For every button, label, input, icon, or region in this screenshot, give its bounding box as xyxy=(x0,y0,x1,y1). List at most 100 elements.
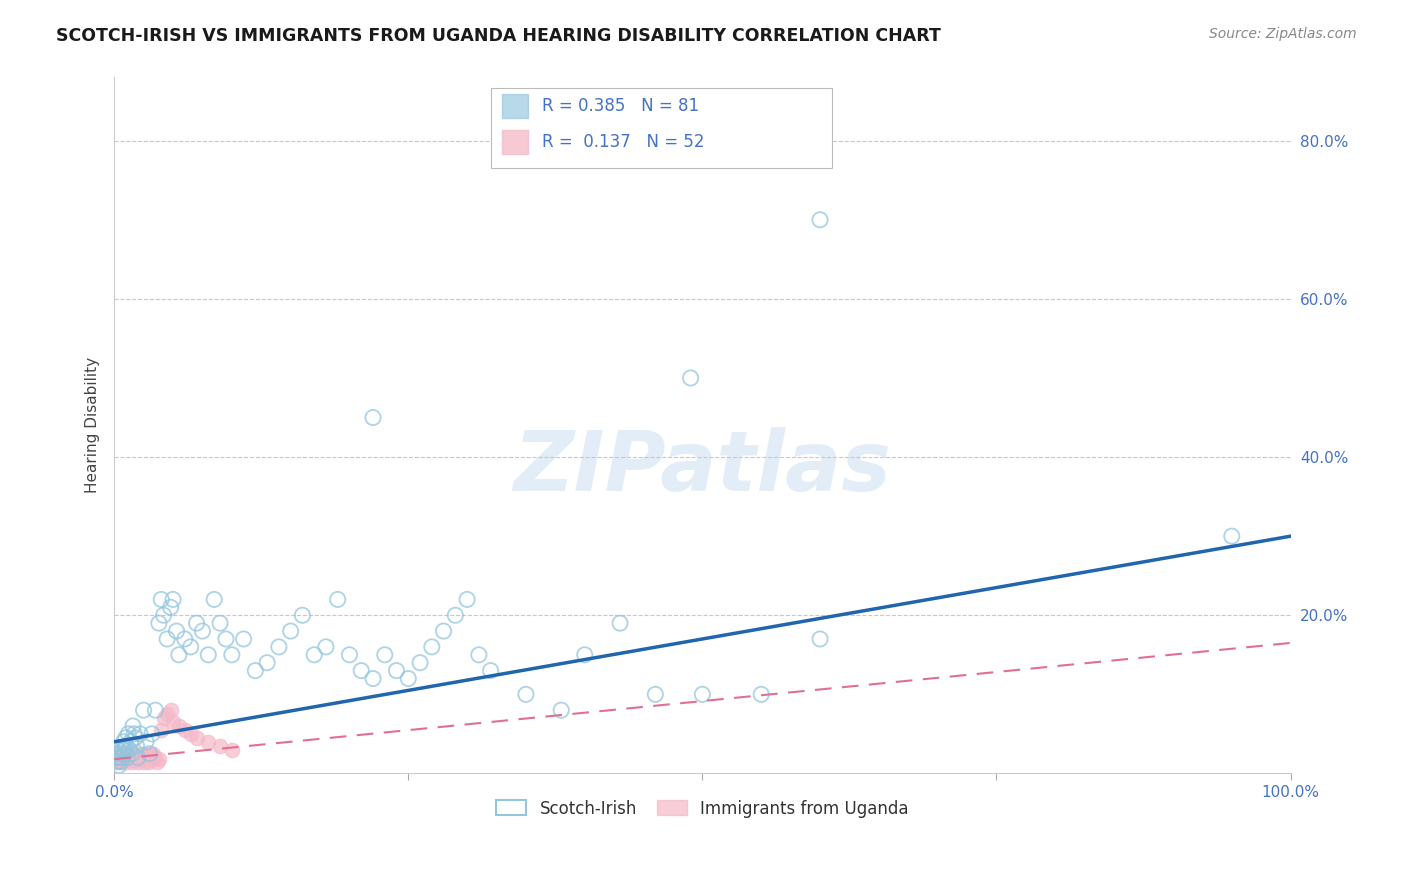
Point xyxy=(350,664,373,678)
Point xyxy=(808,212,831,227)
Point xyxy=(267,640,290,654)
Point xyxy=(108,758,131,772)
Point xyxy=(609,616,631,631)
Point xyxy=(209,616,232,631)
Point xyxy=(432,624,454,638)
Point xyxy=(112,752,135,766)
Point xyxy=(692,687,714,701)
Point xyxy=(136,747,159,761)
Point xyxy=(409,656,432,670)
Point xyxy=(456,592,478,607)
Point xyxy=(108,750,131,764)
Point xyxy=(139,752,162,766)
Point xyxy=(280,624,302,638)
Point xyxy=(162,592,184,607)
Point xyxy=(118,742,141,756)
Point xyxy=(127,750,149,764)
Point xyxy=(679,371,702,385)
Point xyxy=(132,703,155,717)
Point xyxy=(150,592,173,607)
Point xyxy=(420,640,443,654)
Point xyxy=(145,703,167,717)
Point xyxy=(108,750,131,764)
Point xyxy=(124,731,146,745)
Point xyxy=(132,755,155,769)
Text: SCOTCH-IRISH VS IMMIGRANTS FROM UGANDA HEARING DISABILITY CORRELATION CHART: SCOTCH-IRISH VS IMMIGRANTS FROM UGANDA H… xyxy=(56,27,941,45)
Point xyxy=(315,640,337,654)
Point xyxy=(111,742,134,756)
Point xyxy=(104,747,127,761)
Point xyxy=(114,749,136,764)
Point xyxy=(129,747,152,761)
Point xyxy=(173,723,195,737)
Point xyxy=(145,755,167,769)
Point xyxy=(232,632,254,646)
Point xyxy=(135,735,157,749)
Text: R =  0.137   N = 52: R = 0.137 N = 52 xyxy=(543,133,704,151)
Point xyxy=(134,752,156,766)
Point xyxy=(125,750,148,764)
Point xyxy=(138,747,160,761)
Point xyxy=(197,735,219,749)
Legend: Scotch-Irish, Immigrants from Uganda: Scotch-Irish, Immigrants from Uganda xyxy=(489,793,915,824)
Point xyxy=(550,703,572,717)
Point xyxy=(124,747,146,761)
Point xyxy=(115,755,138,769)
Point xyxy=(128,752,150,766)
Text: Source: ZipAtlas.com: Source: ZipAtlas.com xyxy=(1209,27,1357,41)
Point xyxy=(120,750,142,764)
Point xyxy=(215,632,238,646)
Point xyxy=(644,687,666,701)
Point xyxy=(114,742,136,756)
Point xyxy=(339,648,361,662)
Point xyxy=(107,747,129,761)
Point xyxy=(108,747,131,761)
Point xyxy=(141,749,163,764)
Point xyxy=(117,727,139,741)
Point xyxy=(138,755,160,769)
Point xyxy=(302,648,325,662)
Point xyxy=(180,727,202,741)
Point xyxy=(110,755,132,769)
Point xyxy=(167,719,190,733)
Point xyxy=(120,735,142,749)
Point xyxy=(479,664,502,678)
Point xyxy=(125,739,148,753)
Point xyxy=(468,648,491,662)
Point xyxy=(374,648,396,662)
Point xyxy=(129,749,152,764)
Point xyxy=(749,687,772,701)
Point xyxy=(173,632,195,646)
Point xyxy=(107,755,129,769)
Point xyxy=(396,672,419,686)
Point xyxy=(1220,529,1243,543)
Point xyxy=(122,719,145,733)
Point xyxy=(191,624,214,638)
Point xyxy=(121,755,143,769)
Point xyxy=(115,750,138,764)
Point xyxy=(115,750,138,764)
Point xyxy=(167,648,190,662)
Point xyxy=(808,632,831,646)
Point xyxy=(111,747,134,761)
Point xyxy=(148,752,170,766)
Point xyxy=(136,750,159,764)
Point xyxy=(131,750,153,764)
Point xyxy=(115,731,138,745)
Point xyxy=(104,750,127,764)
Point xyxy=(162,714,184,729)
Point xyxy=(159,703,181,717)
Point xyxy=(180,640,202,654)
Point xyxy=(110,755,132,769)
Point xyxy=(114,747,136,761)
Point xyxy=(150,723,173,737)
Point xyxy=(197,648,219,662)
Point xyxy=(121,747,143,761)
Point xyxy=(152,608,174,623)
Point xyxy=(115,752,138,766)
Point xyxy=(108,749,131,764)
Point xyxy=(159,600,181,615)
Point xyxy=(122,749,145,764)
Point xyxy=(574,648,596,662)
Point xyxy=(361,410,384,425)
